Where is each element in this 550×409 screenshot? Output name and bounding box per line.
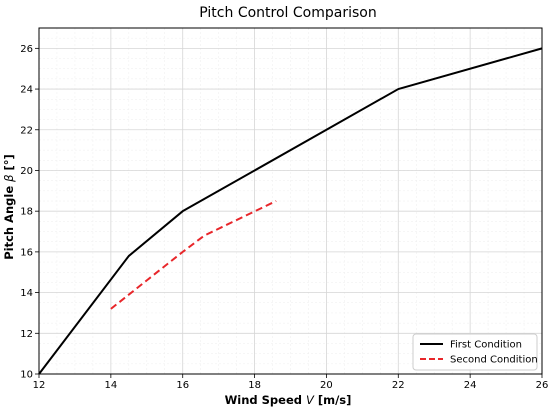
x-tick-label-14: 14 [104,380,117,391]
y-tick-label-24: 24 [20,85,33,96]
y-tick-label-10: 10 [20,370,33,381]
minor-grid [38,27,543,375]
legend-label-second-condition: Second Condition [450,355,538,366]
series-layer [38,47,543,375]
y-axis-ticks: 10 12 14 16 18 20 22 24 26 [20,44,39,381]
y-axis-label-prefix: Pitch Angle [2,182,16,260]
series-line-second-condition [110,200,277,310]
x-tick-label-16: 16 [176,380,189,391]
series-line-first-condition [38,47,543,375]
legend-box [412,333,538,371]
x-tick-label-26: 26 [536,380,549,391]
y-tick-label-16: 16 [20,247,33,258]
y-tick-label-12: 12 [20,329,33,340]
legend: First Condition Second Condition [412,333,538,371]
y-axis-label-symbol: β [2,174,16,182]
legend-label-first-condition: First Condition [450,340,522,351]
x-tick-label-22: 22 [392,380,405,391]
x-tick-label-20: 20 [320,380,333,391]
y-tick-label-26: 26 [20,44,33,55]
x-tick-label-24: 24 [464,380,477,391]
y-tick-label-18: 18 [20,207,33,218]
chart-title: Pitch Control Comparison [199,5,376,21]
y-axis-label-suffix: [°] [2,154,16,174]
y-tick-label-14: 14 [20,288,33,299]
x-axis-label-prefix: Wind Speed [225,393,306,407]
y-tick-label-22: 22 [20,125,33,136]
x-axis-label-suffix: [m/s] [314,393,352,407]
x-tick-label-12: 12 [33,380,46,391]
x-axis-label-symbol: V [306,393,315,407]
x-tick-label-18: 18 [248,380,261,391]
plot-frame [38,27,543,375]
y-axis-label: Pitch Angle β [°] [2,154,16,260]
x-axis-ticks: 12 14 16 18 20 22 24 26 [33,374,549,391]
x-axis-label: Wind Speed V [m/s] [225,393,352,407]
y-tick-label-20: 20 [20,166,33,177]
